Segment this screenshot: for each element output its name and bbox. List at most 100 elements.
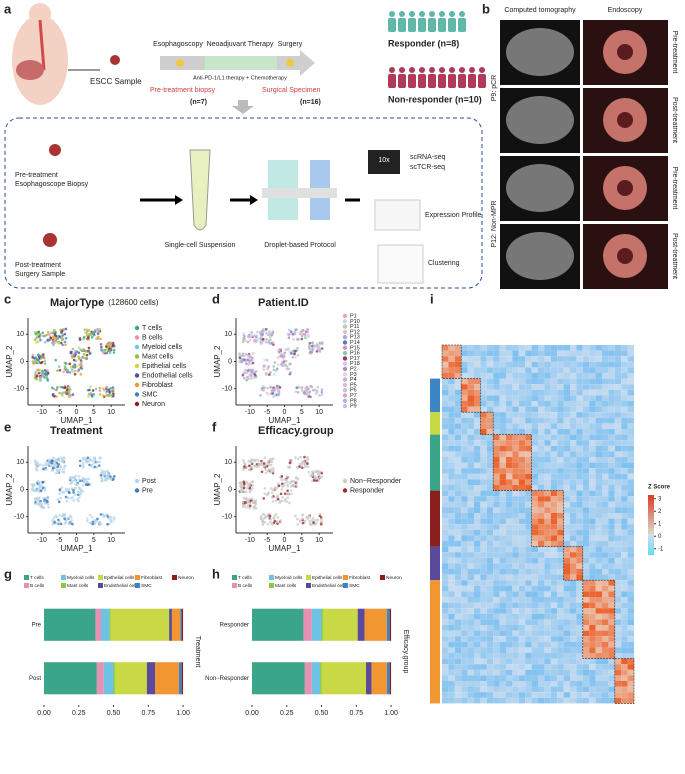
umap-point bbox=[40, 485, 43, 488]
heat-cell bbox=[461, 675, 468, 681]
umap-point bbox=[241, 340, 245, 344]
heat-cell bbox=[518, 434, 526, 441]
heat-cell bbox=[602, 641, 609, 648]
heat-cell bbox=[557, 686, 564, 693]
heat-cell bbox=[486, 641, 494, 648]
legend-label: P18 bbox=[350, 361, 360, 367]
heat-cell bbox=[570, 501, 577, 508]
heat-cell bbox=[518, 485, 526, 491]
heat-cell bbox=[576, 563, 583, 569]
heat-cell bbox=[557, 345, 564, 351]
umap-point bbox=[320, 390, 324, 394]
heat-cell bbox=[467, 345, 474, 351]
heat-cell bbox=[467, 367, 474, 373]
heat-cell bbox=[506, 361, 513, 368]
heat-cell bbox=[518, 580, 526, 586]
umap-point bbox=[277, 350, 281, 354]
heat-cell bbox=[474, 619, 481, 625]
umap-point bbox=[286, 496, 289, 499]
x-axis-label: UMAP_1 bbox=[60, 544, 93, 553]
umap-point bbox=[289, 330, 293, 334]
heat-cell bbox=[595, 401, 602, 407]
panel-label: c bbox=[4, 291, 11, 306]
heat-cell bbox=[602, 429, 609, 435]
heat-cell bbox=[576, 535, 583, 541]
colorbar-label: 2 bbox=[658, 509, 662, 515]
heat-cell bbox=[480, 681, 487, 687]
heat-cell bbox=[531, 686, 538, 693]
patient: P12: Non-MPR bbox=[491, 200, 498, 247]
heat-cell bbox=[627, 384, 634, 390]
heat-cell bbox=[595, 462, 602, 469]
heat-cell bbox=[486, 496, 494, 502]
heat-cell bbox=[467, 518, 474, 525]
heat-cell bbox=[467, 451, 474, 457]
colorbar-step bbox=[648, 549, 654, 553]
umap-point bbox=[105, 345, 108, 348]
heat-cell bbox=[563, 507, 570, 513]
heat-cell bbox=[442, 451, 449, 457]
umap-point bbox=[270, 522, 274, 525]
umap-point bbox=[94, 387, 98, 391]
heat-cell bbox=[557, 563, 564, 569]
heat-cell bbox=[486, 356, 494, 362]
heat-cell bbox=[474, 412, 481, 418]
heat-cell bbox=[589, 574, 596, 581]
heat-cell bbox=[576, 389, 583, 396]
umap-point bbox=[306, 333, 310, 337]
heat-cell bbox=[582, 378, 590, 385]
heat-cell bbox=[614, 697, 622, 704]
heat-cell bbox=[570, 417, 577, 424]
umap-point bbox=[250, 465, 253, 469]
heat-cell bbox=[557, 401, 564, 407]
heat-cell bbox=[493, 406, 500, 413]
heat-cell bbox=[570, 401, 577, 407]
heat-cell bbox=[538, 350, 545, 357]
umap-point bbox=[312, 521, 315, 524]
umap-point bbox=[255, 370, 258, 373]
heat-cell bbox=[595, 647, 602, 653]
umap-point bbox=[248, 486, 252, 490]
umap-point bbox=[43, 488, 47, 492]
heat-cell bbox=[518, 373, 526, 379]
umap-point bbox=[286, 348, 289, 351]
legend-swatch bbox=[342, 398, 348, 403]
umap-point bbox=[270, 491, 274, 494]
umap-point bbox=[47, 338, 51, 342]
umap-point bbox=[80, 367, 84, 370]
heat-cell bbox=[627, 669, 634, 676]
x-tick-label: 10 bbox=[315, 537, 323, 544]
heat-cell bbox=[480, 591, 487, 597]
heat-cell bbox=[493, 356, 500, 362]
label: Anti-PD-1/L1 therapy + Chemotherapy bbox=[193, 75, 287, 81]
umap-point bbox=[74, 474, 78, 478]
heat-cell bbox=[614, 613, 622, 620]
heat-cell bbox=[518, 490, 526, 497]
umap-point bbox=[320, 347, 324, 350]
heat-cell bbox=[550, 591, 558, 597]
umap-point bbox=[86, 336, 90, 340]
heat-cell bbox=[557, 625, 564, 631]
heat-cell bbox=[442, 630, 449, 637]
body bbox=[12, 15, 68, 105]
heat-cell bbox=[480, 473, 487, 480]
heat-cell bbox=[480, 647, 487, 653]
heat-cell bbox=[480, 630, 487, 637]
heat-cell bbox=[570, 641, 577, 648]
umap-point bbox=[64, 521, 68, 524]
umap-point bbox=[269, 335, 272, 339]
heat-cell bbox=[557, 406, 564, 413]
heat-cell bbox=[595, 468, 602, 474]
umap-point bbox=[45, 333, 48, 337]
umap-point bbox=[238, 356, 242, 360]
heat-cell bbox=[442, 597, 449, 603]
umap-point bbox=[47, 462, 50, 466]
heat-cell bbox=[550, 669, 558, 676]
heat-cell bbox=[461, 608, 468, 614]
down-arrow bbox=[232, 100, 254, 114]
heat-cell bbox=[576, 395, 583, 401]
umap-point bbox=[320, 471, 323, 475]
heat-cell bbox=[563, 384, 570, 390]
heat-cell bbox=[493, 630, 500, 637]
heat-cell bbox=[461, 473, 468, 480]
